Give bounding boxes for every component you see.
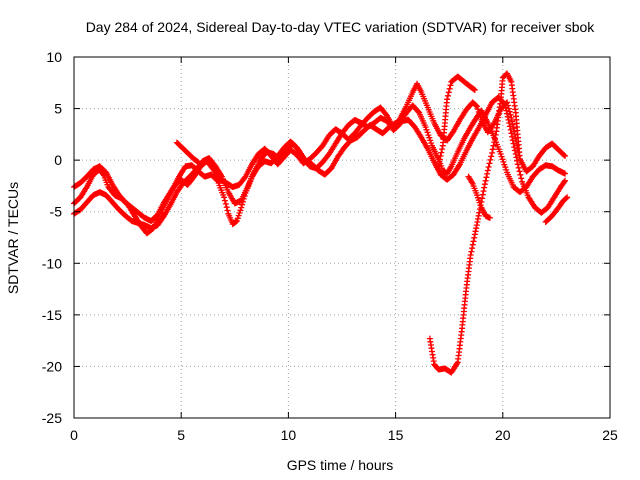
marker-path (173, 139, 202, 166)
x-axis-label: GPS time / hours (287, 457, 394, 473)
marker-path (426, 70, 523, 376)
plot-frame (73, 56, 611, 419)
x-tick-label: 20 (495, 427, 511, 443)
y-axis: -25 -20 -15 -10 -5 0 5 10 (42, 49, 610, 426)
x-axis: 0 5 10 15 20 25 (70, 57, 618, 443)
grid-lines (74, 57, 610, 418)
x-tick-label: 5 (177, 427, 185, 443)
series-trace-8 (542, 194, 571, 225)
y-tick-label: -20 (42, 358, 62, 374)
y-tick-label: -15 (42, 307, 62, 323)
x-tick-label: 10 (281, 427, 297, 443)
marker-path (435, 73, 478, 170)
y-axis-label: SDTVAR / TECUs (5, 182, 21, 294)
y-tick-label: 0 (54, 152, 62, 168)
x-tick-label: 25 (602, 427, 618, 443)
marker-path (465, 173, 493, 221)
chart-title: Day 284 of 2024, Sidereal Day-to-day VTE… (86, 19, 596, 35)
x-tick-label: 15 (388, 427, 404, 443)
series-trace-5 (426, 70, 523, 376)
x-tick-label: 0 (70, 427, 78, 443)
y-tick-label: -10 (42, 255, 62, 271)
y-tick-label: 5 (54, 101, 62, 117)
y-tick-label: -25 (42, 410, 62, 426)
y-tick-label: 10 (46, 49, 62, 65)
y-tick-label: -5 (50, 204, 63, 220)
marker-path (542, 194, 571, 225)
series-trace-4 (173, 139, 202, 166)
series-trace-7 (465, 173, 493, 221)
data-points (71, 70, 571, 376)
series-trace-6 (435, 73, 478, 170)
